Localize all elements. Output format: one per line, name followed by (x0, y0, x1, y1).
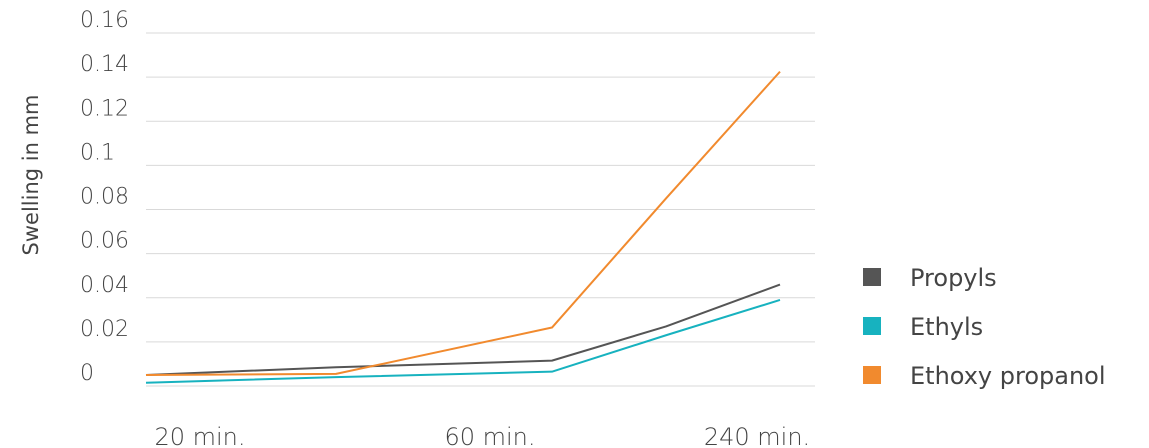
legend-label: Ethoxy propanol (910, 362, 1106, 390)
legend-label: Propyls (910, 264, 997, 292)
legend-swatch (863, 268, 881, 286)
y-tick-label: 0.02 (80, 317, 129, 342)
gridlines (146, 33, 815, 386)
x-tick-label: 60 min. (444, 423, 535, 448)
x-tick-label: 20 min. (154, 423, 245, 448)
y-tick-label: 0.1 (80, 140, 115, 165)
legend-swatch (863, 366, 881, 384)
y-tick-label: 0.14 (80, 52, 129, 77)
y-tick-label: 0 (80, 361, 94, 386)
x-tick-label: 240 min. (704, 423, 810, 448)
legend: Propyls Ethyls Ethoxy propanol (863, 264, 1106, 390)
y-axis-label: Swelling in mm (19, 95, 43, 256)
y-tick-label: 0.16 (80, 8, 129, 33)
legend-label: Ethyls (910, 313, 983, 341)
legend-swatch (863, 317, 881, 335)
y-tick-label: 0.08 (80, 185, 129, 210)
y-axis-ticks: 0 0.02 0.04 0.06 0.08 0.1 0.12 0.14 0.16 (80, 8, 129, 386)
y-tick-label: 0.06 (80, 229, 129, 254)
series-lines (146, 72, 780, 383)
y-tick-label: 0.12 (80, 96, 129, 121)
x-axis-ticks: 20 min. 60 min. 240 min. (154, 423, 810, 448)
y-tick-label: 0.04 (80, 273, 129, 298)
